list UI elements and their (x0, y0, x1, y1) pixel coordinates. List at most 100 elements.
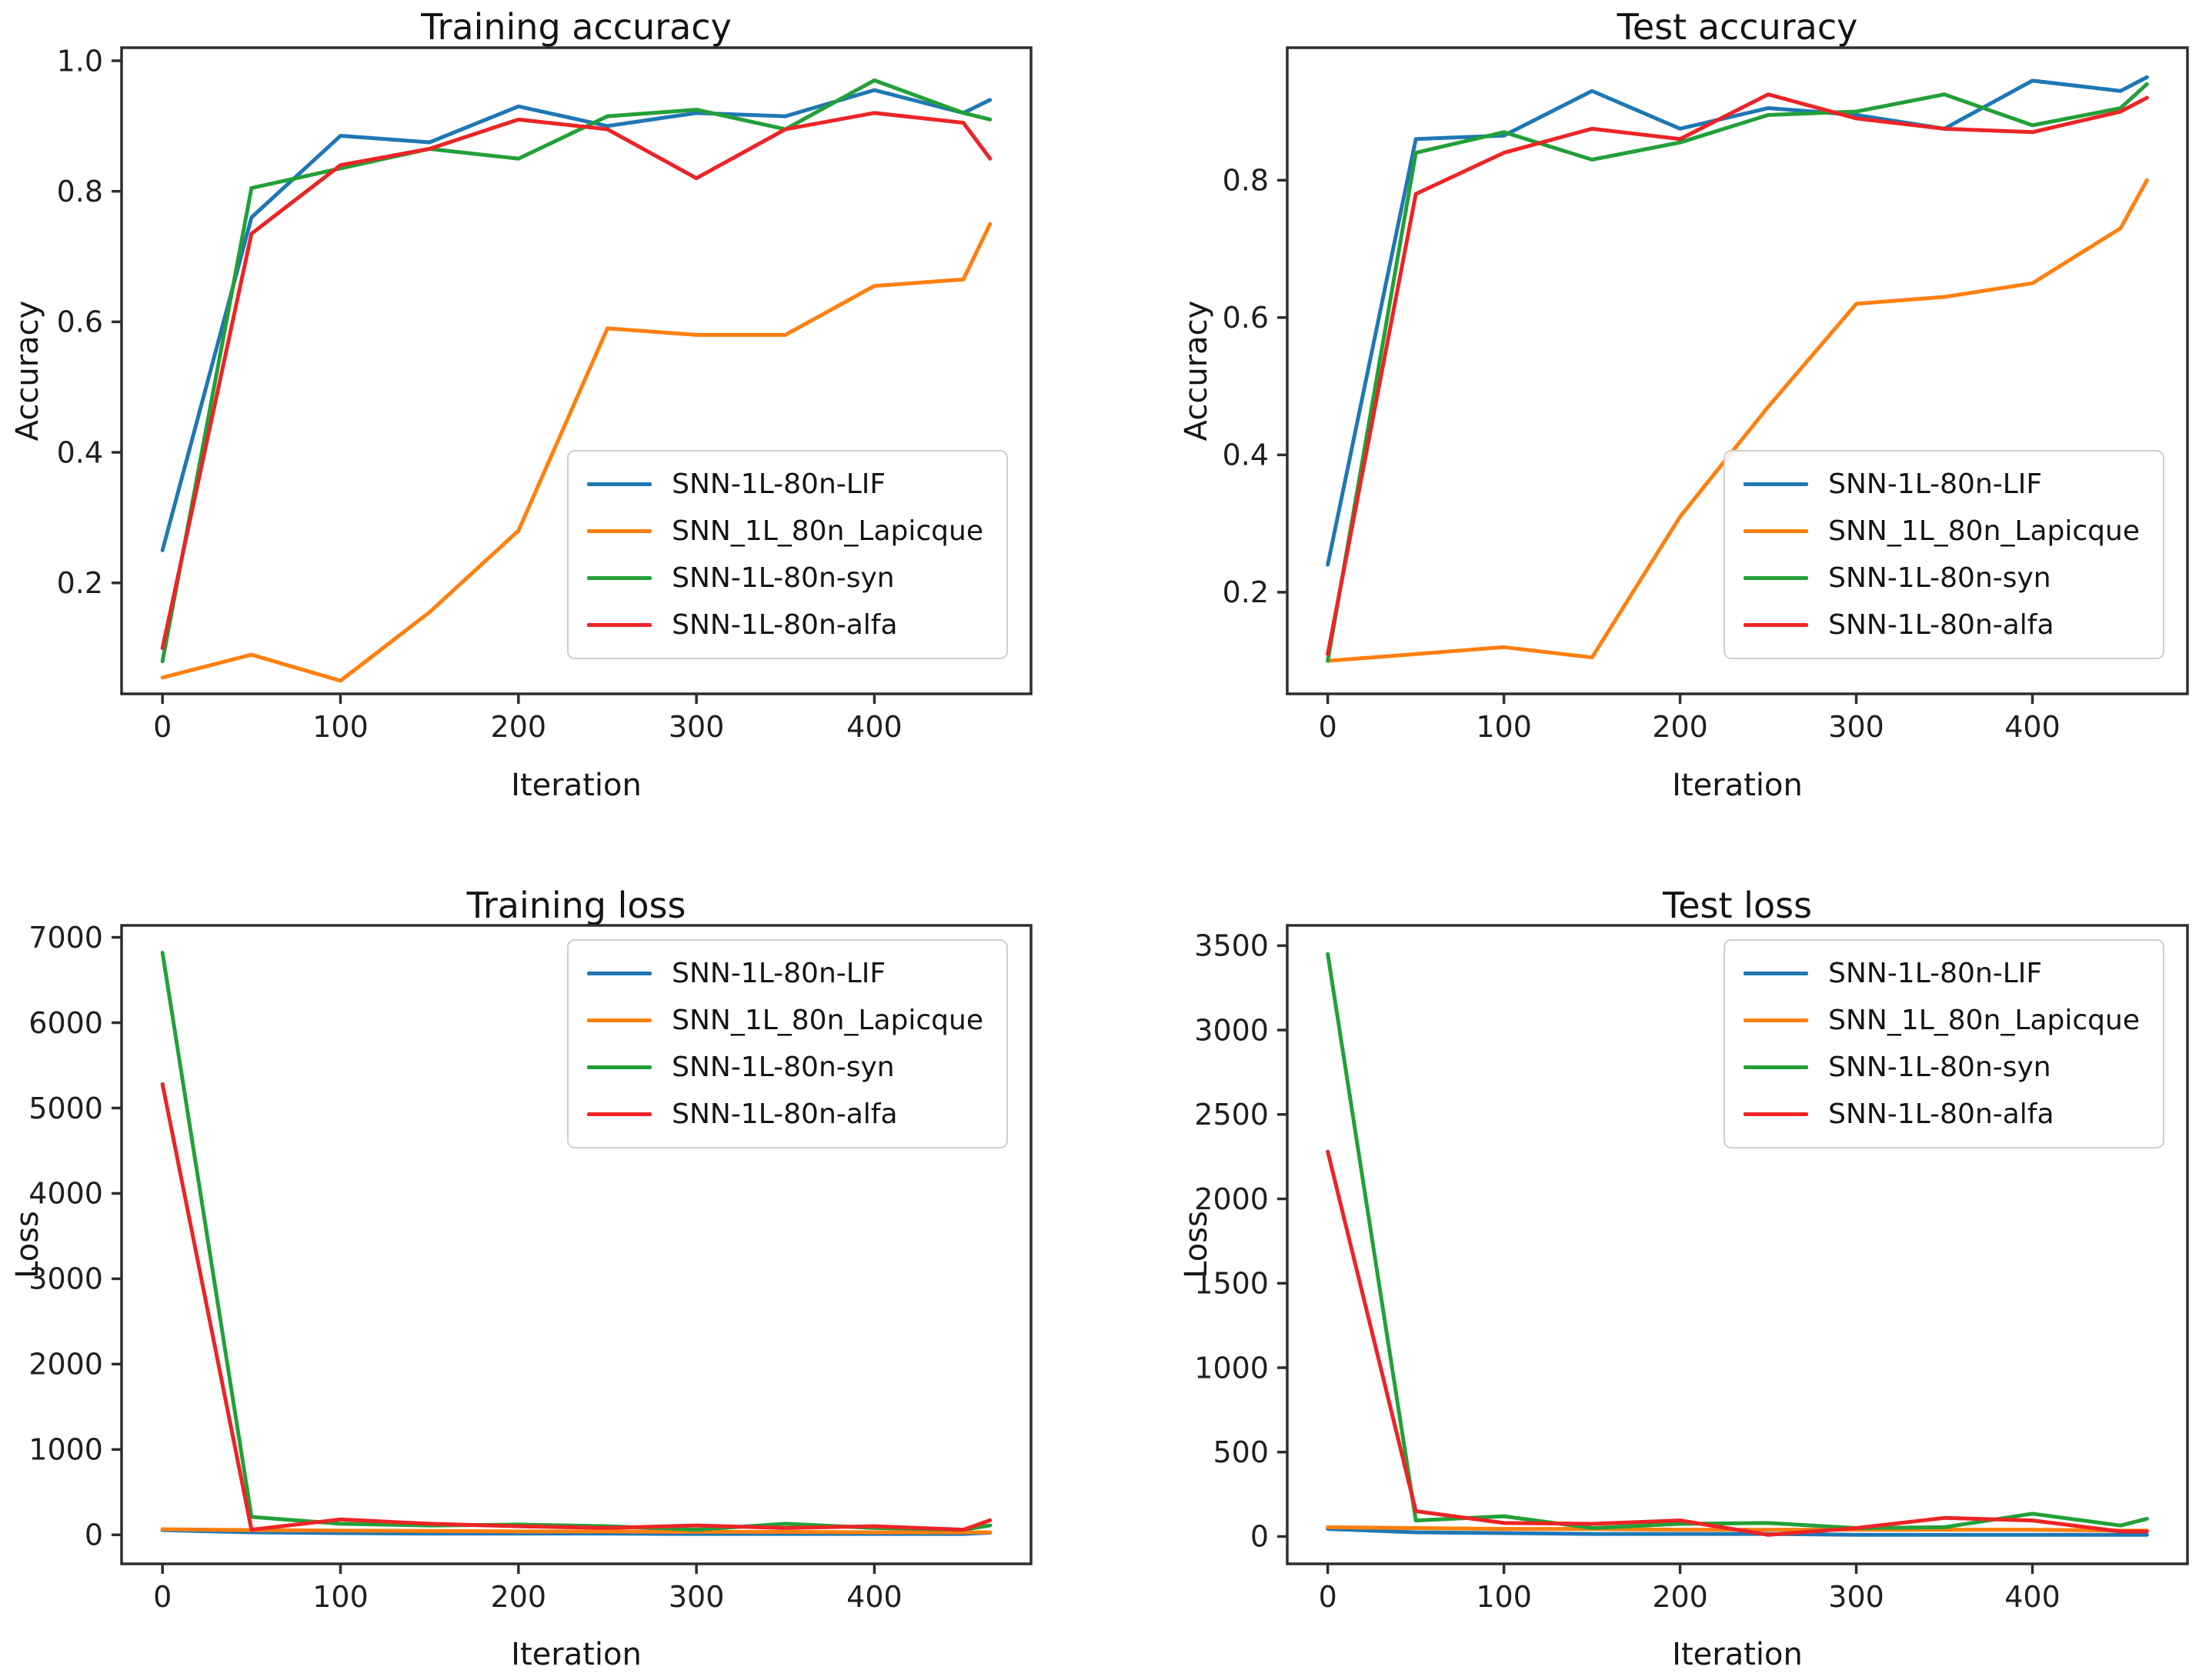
legend-box: SNN-1L-80n-LIF SNN_1L_80n_Lapicque SNN-1L-… (567, 450, 1008, 659)
y-tick-label: 0.6 (1223, 301, 1269, 335)
legend-entry: SNN-1L-80n-LIF (587, 468, 983, 500)
legend-entry: SNN-1L-80n-alfa (1744, 1098, 2140, 1130)
legend-line-swatch (587, 623, 652, 627)
x-tick-label: 200 (1652, 1580, 1708, 1614)
legend-label: SNN_1L_80n_Lapicque (1828, 515, 2140, 547)
series-line-snn-1l-80n-syn (160, 78, 993, 664)
chart-title: Test loss (1662, 885, 1813, 926)
legend-entry: SNN-1L-80n-alfa (587, 1098, 983, 1130)
legend-line-swatch (587, 529, 652, 533)
legend-line-swatch (587, 576, 652, 580)
legend-label: SNN-1L-80n-LIF (1828, 958, 2043, 989)
x-axis-label: Iteration (511, 768, 642, 803)
y-tick-label: 1000 (1194, 1351, 1269, 1385)
legend-label: SNN-1L-80n-LIF (672, 958, 886, 989)
y-tick-label: 1500 (1194, 1267, 1269, 1301)
series-line-snn-1l-80n-lapicque (1326, 178, 2149, 663)
series-line-snn-1l-80n-alfa (160, 1082, 993, 1532)
series-line-snn-1l-80n-alfa (160, 111, 993, 651)
legend-entry: SNN-1L-80n-syn (1744, 1052, 2140, 1083)
series-line-snn-1l-80n-alfa (1326, 1149, 2149, 1537)
x-tick-label: 0 (153, 710, 172, 744)
legend-entry: SNN-1L-80n-alfa (1744, 609, 2140, 641)
y-tick-label: 0.8 (1223, 164, 1269, 198)
x-tick-label: 300 (669, 710, 725, 744)
legend-label: SNN-1L-80n-LIF (1828, 468, 2043, 500)
series-line-snn-1l-80n-lapicque (160, 1527, 993, 1535)
plot-border (120, 46, 1033, 695)
legend-entry: SNN-1L-80n-LIF (1744, 468, 2140, 500)
y-tick-label: 2500 (1194, 1098, 1269, 1132)
y-tick-label: 3500 (1194, 929, 1269, 963)
x-tick-label: 100 (312, 1580, 369, 1614)
legend-label: SNN-1L-80n-LIF (672, 468, 886, 500)
legend-line-swatch (587, 972, 652, 975)
y-tick-label: 2000 (1194, 1182, 1269, 1216)
y-tick-label: 3000 (1194, 1013, 1269, 1047)
x-axis-label: Iteration (1672, 1637, 1803, 1672)
x-tick-label: 200 (491, 1580, 547, 1614)
x-tick-label: 100 (1476, 1580, 1532, 1614)
legend-label: SNN-1L-80n-alfa (672, 1098, 898, 1130)
x-tick-label: 300 (1828, 710, 1884, 744)
legend-entry: SNN_1L_80n_Lapicque (1744, 515, 2140, 547)
series-line-snn-1l-80n-lapicque (1326, 1525, 2149, 1533)
chart-panel-test-accuracy: Test accuracy Accuracy 0 100 200 300 400 0.2 0… (1100, 0, 2199, 840)
legend-entry: SNN-1L-80n-syn (1744, 562, 2140, 594)
y-tick-label: 5000 (28, 1092, 103, 1125)
legend-line-swatch (587, 1018, 652, 1022)
chart-title: Test accuracy (1617, 6, 1858, 48)
series-group (1326, 75, 2149, 663)
y-tick-label: 0 (85, 1518, 103, 1552)
y-tick-label: 1000 (28, 1433, 103, 1467)
legend-line-swatch (1744, 482, 1809, 486)
series-line-snn-1l-80n-lapicque (160, 222, 993, 683)
legend-line-swatch (587, 1065, 652, 1069)
legend-line-swatch (1744, 972, 1809, 975)
series-group (160, 78, 993, 683)
legend-line-swatch (1744, 1112, 1809, 1116)
legend-label: SNN-1L-80n-syn (1828, 562, 2051, 594)
y-tick-label: 1.0 (57, 44, 103, 78)
legend-label: SNN_1L_80n_Lapicque (672, 515, 983, 547)
legend-line-swatch (1744, 623, 1809, 627)
plot-area: 0 100 200 300 400010002000300040005000600070… (28, 921, 1033, 1614)
x-tick-label: 400 (846, 710, 903, 744)
plot-area: 0 100 200 300 400 0.2 0.4 0.6 0.8 1.0 (57, 44, 1033, 744)
y-tick-label: 0.2 (57, 566, 103, 600)
y-tick-label: 2000 (28, 1348, 103, 1382)
series-group (1326, 952, 2149, 1537)
x-tick-label: 400 (2004, 1580, 2061, 1614)
legend-label: SNN-1L-80n-syn (672, 562, 895, 594)
legend-entry: SNN-1L-80n-LIF (587, 958, 983, 989)
series-line-snn-1l-80n-alfa (1326, 92, 2149, 656)
series-line-snn-1l-80n-lif (1326, 75, 2149, 567)
x-tick-label: 200 (491, 710, 547, 744)
x-tick-label: 0 (1319, 1580, 1337, 1614)
series-group (160, 951, 993, 1536)
chart-panel-training-accuracy: Training accuracy Accuracy 0 100 200 300 400… (0, 0, 1100, 840)
y-tick-label: 0.6 (57, 305, 103, 339)
legend-line-swatch (1744, 576, 1809, 580)
x-tick-label: 0 (1319, 710, 1337, 744)
y-tick-label: 6000 (28, 1006, 103, 1040)
x-tick-label: 300 (669, 1580, 725, 1614)
x-tick-label: 300 (1828, 1580, 1884, 1614)
x-tick-label: 400 (846, 1580, 903, 1614)
y-tick-label: 4000 (28, 1177, 103, 1211)
plot-border (1286, 924, 2189, 1565)
legend-label: SNN-1L-80n-alfa (1828, 1098, 2054, 1130)
legend-line-swatch (1744, 529, 1809, 533)
chart-panel-test-loss: Test loss Loss 0 100 200 300 400 0 500 1000 1500… (1100, 840, 2199, 1680)
y-tick-label: 0.8 (57, 175, 103, 208)
chart-title: Training loss (466, 885, 686, 926)
legend-label: SNN-1L-80n-syn (672, 1052, 895, 1083)
y-tick-label: 0.2 (1223, 575, 1269, 609)
plot-border (120, 924, 1033, 1565)
legend-line-swatch (587, 1112, 652, 1116)
x-tick-label: 0 (153, 1580, 172, 1614)
x-tick-label: 100 (1476, 710, 1532, 744)
legend-label: SNN_1L_80n_Lapicque (672, 1005, 983, 1036)
legend-box: SNN-1L-80n-LIF SNN_1L_80n_Lapicque SNN-1L-… (567, 939, 1008, 1148)
